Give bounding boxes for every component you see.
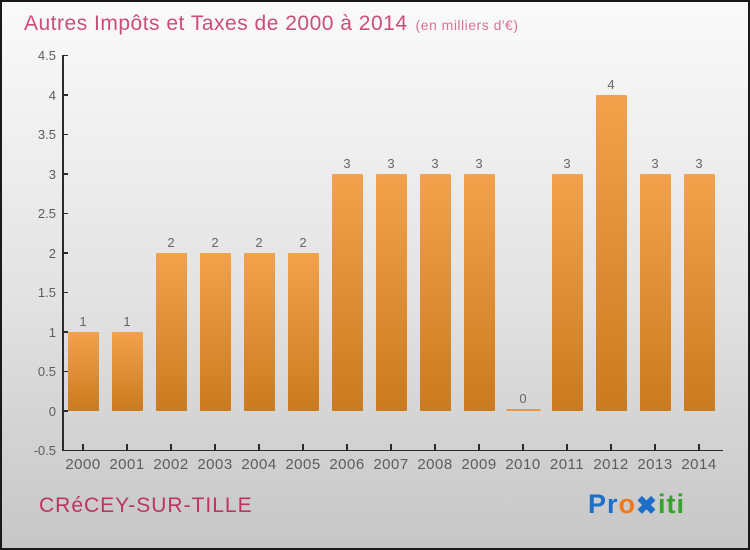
- city-name: CRéCEY-SUR-TILLE: [39, 494, 253, 517]
- x-axis-label: 2014: [681, 455, 717, 473]
- chart-subtitle: (en milliers d'€): [415, 17, 519, 33]
- bar: [243, 253, 275, 411]
- y-axis-label: 1.5: [37, 285, 56, 300]
- bar-zero-value: [505, 409, 541, 411]
- bar: [551, 174, 583, 411]
- x-axis-tick: [346, 443, 348, 450]
- y-axis-tick: [62, 449, 68, 452]
- logo-letter: r: [607, 489, 619, 519]
- bar: [331, 174, 363, 411]
- x-axis-tick: [434, 443, 436, 450]
- title-row: Autres Impôts et Taxes de 2000 à 2014 (en…: [24, 12, 519, 36]
- bar: [683, 174, 715, 411]
- bar-value-label: 0: [519, 391, 527, 406]
- y-axis-tick: [62, 291, 68, 294]
- y-axis-tick: [62, 173, 68, 175]
- x-axis-label: 2011: [549, 455, 585, 473]
- y-axis-tick: [62, 370, 68, 373]
- y-axis-label: 4: [48, 87, 56, 103]
- y-axis-tick: [62, 410, 68, 412]
- bar-value-label: 1: [79, 314, 87, 329]
- bar: [287, 253, 319, 411]
- bar-value-label: 3: [651, 156, 659, 171]
- x-axis-label: 2006: [329, 455, 365, 473]
- logo-letter: P: [588, 489, 608, 519]
- bar-value-label: 3: [695, 156, 703, 171]
- bar: [595, 95, 627, 411]
- y-axis-label: 3.5: [37, 127, 56, 142]
- bar: [155, 253, 187, 411]
- logo-letter: ✖: [636, 492, 658, 520]
- y-axis-label: 2.5: [37, 206, 56, 221]
- x-axis-tick: [258, 443, 260, 450]
- bar: [375, 174, 407, 411]
- y-axis-label: 2: [48, 245, 56, 261]
- y-axis-label: 3: [48, 166, 56, 182]
- x-axis-label: 2012: [593, 455, 629, 473]
- bar-value-label: 2: [299, 235, 307, 250]
- x-axis-tick: [302, 443, 304, 450]
- x-axis-label: 2004: [241, 455, 277, 473]
- x-axis-label: 2013: [637, 455, 673, 473]
- bar-value-label: 2: [167, 235, 175, 250]
- x-axis-tick: [610, 443, 612, 450]
- x-axis-label: 2005: [285, 455, 321, 473]
- x-axis-label: 2007: [373, 455, 409, 473]
- bar-value-label: 4: [607, 77, 615, 92]
- logo-letter: i: [657, 489, 667, 519]
- y-axis-label: 1: [48, 324, 56, 340]
- x-axis-label: 2008: [417, 455, 453, 473]
- bar-value-label: 3: [343, 156, 351, 171]
- x-axis: [62, 449, 723, 451]
- x-axis-label: 2002: [153, 455, 189, 473]
- bar-value-label: 3: [563, 156, 571, 171]
- bar: [419, 174, 451, 411]
- x-axis-label: 2009: [461, 455, 497, 473]
- bar: [639, 174, 671, 411]
- bar: [463, 174, 495, 411]
- bar: [67, 332, 99, 411]
- y-axis-label: -0.5: [33, 443, 56, 458]
- x-axis-tick: [214, 443, 216, 450]
- logo-letter: t: [666, 489, 677, 519]
- x-axis-label: 2010: [505, 455, 541, 473]
- proxiti-logo: Pro✖iti: [588, 489, 685, 520]
- y-axis-label: 4.5: [37, 48, 56, 63]
- x-axis-tick: [170, 443, 172, 450]
- x-axis-label: 2003: [197, 455, 233, 473]
- y-axis-tick: [62, 54, 68, 57]
- bar: [199, 253, 231, 411]
- bar-value-label: 3: [387, 156, 395, 171]
- y-axis-tick: [62, 331, 68, 333]
- bar-value-label: 3: [475, 156, 483, 171]
- bar: [111, 332, 143, 411]
- x-axis-label: 2001: [109, 455, 145, 473]
- x-axis-tick: [478, 443, 480, 450]
- bar-value-label: 2: [211, 235, 219, 250]
- x-axis-tick: [566, 443, 568, 450]
- bar-value-label: 1: [123, 314, 131, 329]
- logo-letter: o: [618, 489, 637, 519]
- x-axis-tick: [654, 443, 656, 450]
- y-axis-tick: [62, 252, 68, 254]
- x-axis-tick: [390, 443, 392, 450]
- y-axis-tick: [62, 133, 68, 136]
- bar-value-label: 2: [255, 235, 263, 250]
- x-axis-tick: [522, 443, 524, 450]
- bar-value-label: 3: [431, 156, 439, 171]
- y-axis-label: 0: [48, 403, 56, 419]
- y-axis-label: 0.5: [37, 364, 56, 379]
- x-axis-tick: [82, 443, 84, 450]
- x-axis-tick: [126, 443, 128, 450]
- logo-letter: i: [676, 489, 686, 519]
- x-axis-tick: [698, 443, 700, 450]
- x-axis-label: 2000: [65, 455, 101, 473]
- chart-title: Autres Impôts et Taxes de 2000 à 2014: [24, 12, 408, 35]
- y-axis-tick: [62, 212, 68, 215]
- y-axis-tick: [62, 94, 68, 96]
